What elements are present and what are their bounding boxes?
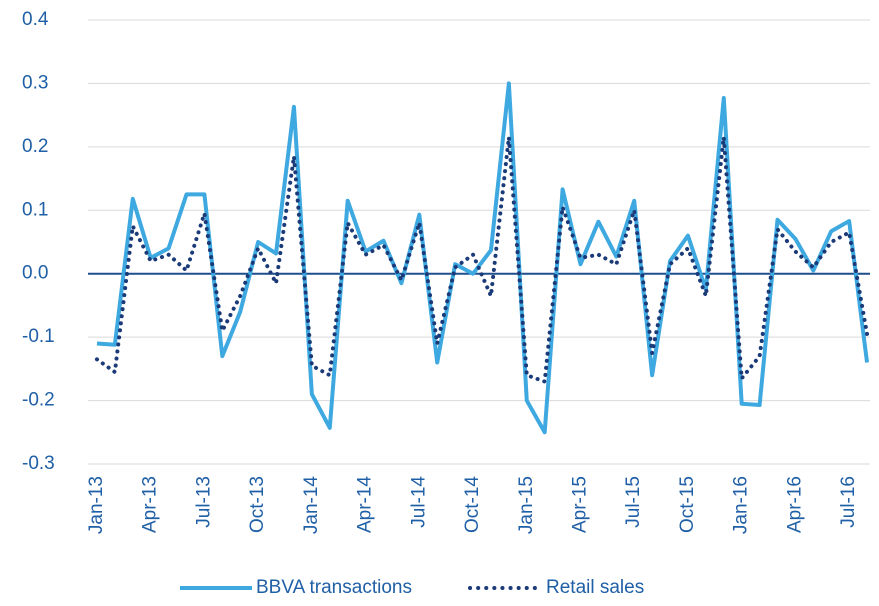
x-tick-label: Jul-14 bbox=[408, 476, 429, 528]
y-tick-label: -0.3 bbox=[22, 453, 55, 474]
x-tick-label: Jul-15 bbox=[623, 476, 644, 528]
x-tick-label: Apr-15 bbox=[570, 476, 591, 533]
x-tick-label: Apr-13 bbox=[140, 476, 161, 533]
x-tick-label: Oct-13 bbox=[247, 476, 268, 533]
x-tick-label: Jan-13 bbox=[86, 476, 107, 534]
series-line bbox=[94, 135, 870, 384]
x-tick-label: Jan-14 bbox=[301, 476, 322, 535]
y-tick-label: -0.1 bbox=[22, 326, 55, 347]
y-tick-label: 0.1 bbox=[22, 199, 48, 220]
x-tick-label: Jan-16 bbox=[731, 476, 752, 534]
y-tick-label: 0.4 bbox=[22, 9, 49, 30]
x-tick-label: Jan-15 bbox=[516, 476, 537, 534]
y-tick-label: 0.2 bbox=[22, 136, 48, 157]
legend-label: BBVA transactions bbox=[256, 577, 412, 598]
x-tick-label: Oct-14 bbox=[462, 476, 483, 533]
y-tick-label: -0.2 bbox=[22, 390, 55, 411]
y-tick-label: 0.0 bbox=[22, 263, 48, 284]
x-tick-label: Apr-16 bbox=[784, 476, 805, 533]
x-tick-label: Jul-13 bbox=[193, 476, 214, 528]
x-tick-label: Jul-16 bbox=[838, 476, 859, 528]
x-tick-label: Apr-14 bbox=[355, 476, 376, 533]
x-tick-label: Oct-15 bbox=[677, 476, 698, 533]
y-tick-label: 0.3 bbox=[22, 72, 48, 93]
legend-label: Retail sales bbox=[546, 577, 644, 598]
